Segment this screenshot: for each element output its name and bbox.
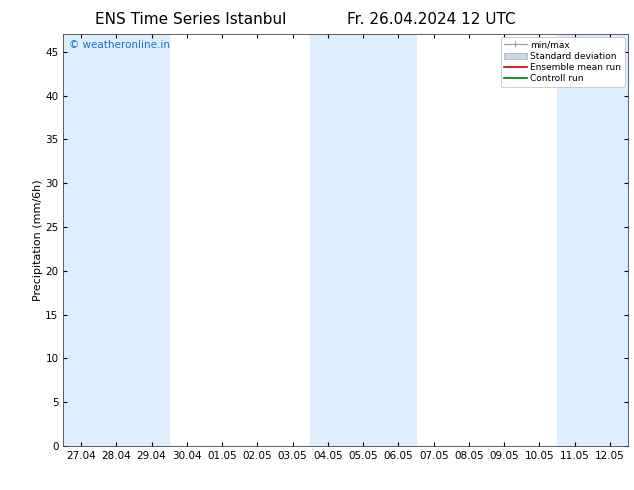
Legend: min/max, Standard deviation, Ensemble mean run, Controll run: min/max, Standard deviation, Ensemble me… xyxy=(501,37,625,87)
Bar xyxy=(63,34,169,446)
Text: ENS Time Series Istanbul: ENS Time Series Istanbul xyxy=(94,12,286,27)
Bar xyxy=(310,34,416,446)
Text: Fr. 26.04.2024 12 UTC: Fr. 26.04.2024 12 UTC xyxy=(347,12,515,27)
Bar xyxy=(557,34,628,446)
Text: © weatheronline.in: © weatheronline.in xyxy=(69,41,170,50)
Y-axis label: Precipitation (mm/6h): Precipitation (mm/6h) xyxy=(32,179,42,301)
